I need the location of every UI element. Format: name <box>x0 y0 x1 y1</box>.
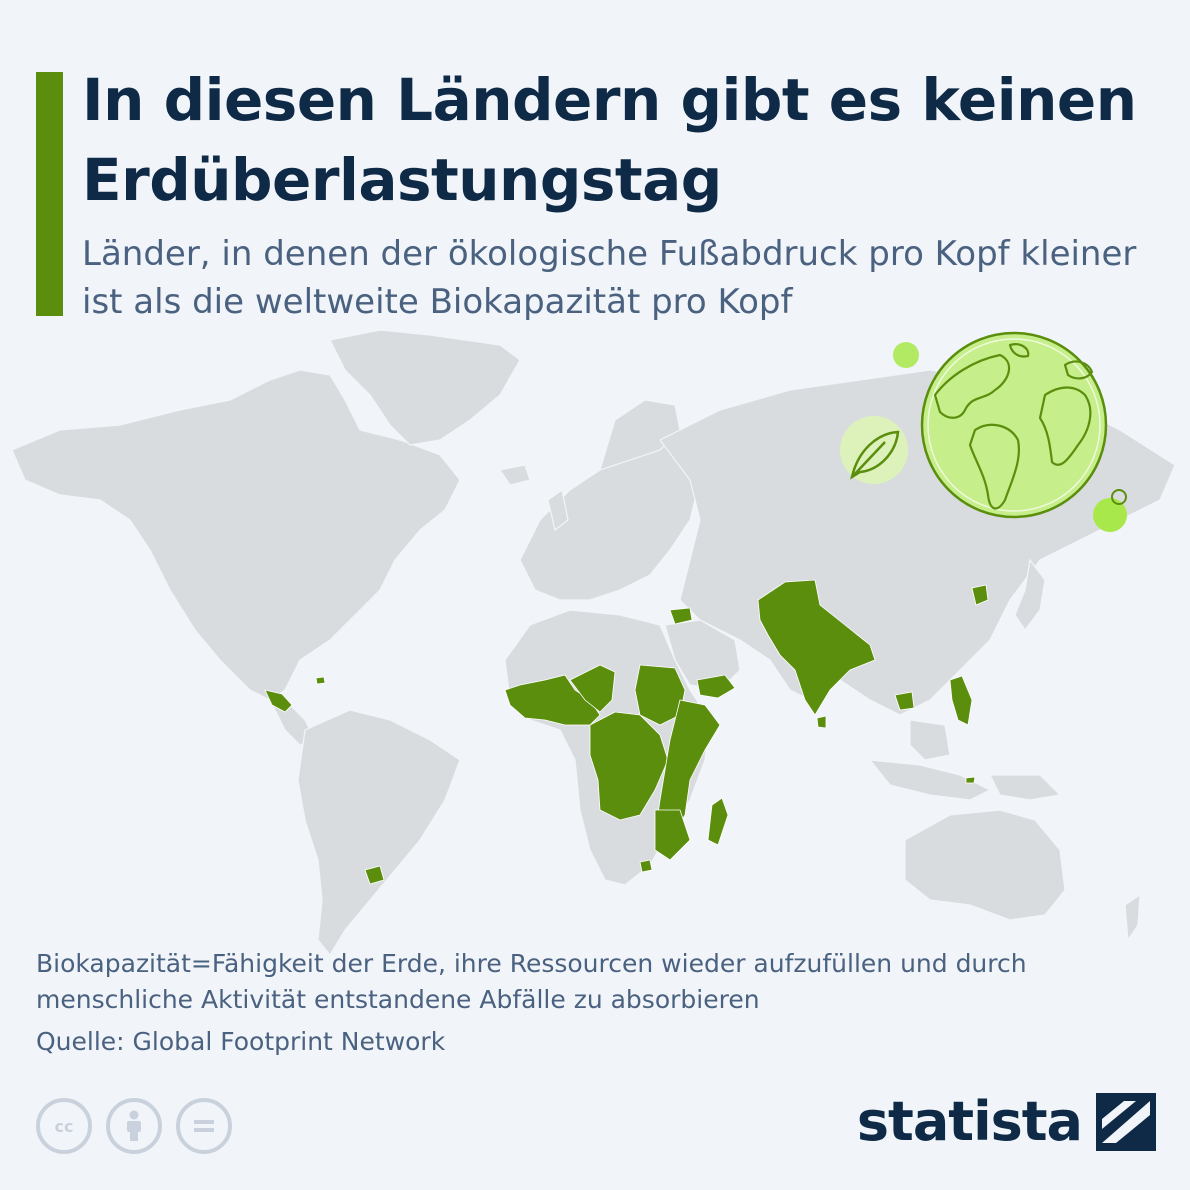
borneo-landmass <box>909 719 951 761</box>
region-lesotho <box>639 859 653 873</box>
logo-text: statista <box>856 1090 1083 1153</box>
equals-glyph <box>194 1120 214 1132</box>
tiny-ring <box>1111 489 1127 505</box>
globe-icon <box>920 331 1108 519</box>
medium-bubble <box>1093 498 1127 532</box>
new-guinea-landmass <box>989 774 1062 801</box>
leaf-bubble <box>840 416 908 484</box>
license-icons: cc <box>36 1098 232 1158</box>
region-mozambique <box>654 809 691 861</box>
region-cambodia <box>894 691 915 711</box>
new-zealand-landmass <box>1124 893 1141 942</box>
australia-landmass <box>904 809 1066 921</box>
iceland-landmass <box>499 464 531 486</box>
region-south-asia <box>757 579 876 716</box>
uk-landmass <box>547 488 569 532</box>
page-subtitle: Länder, in denen der ökologische Fußabdr… <box>82 234 1137 322</box>
footnote: Biokapazität=Fähigkeit der Erde, ihre Re… <box>36 949 1027 1014</box>
region-sudan <box>634 664 686 726</box>
greenland-landmass <box>329 329 521 446</box>
person-glyph <box>127 1110 141 1141</box>
region-syria <box>669 607 693 625</box>
region-philippines <box>949 675 973 726</box>
region-yemen <box>696 674 736 699</box>
cc-icon[interactable]: cc <box>36 1098 92 1154</box>
small-bubble <box>893 342 919 368</box>
region-madagascar <box>707 797 729 846</box>
attribution-icon[interactable] <box>106 1098 162 1154</box>
region-niger-chad <box>569 664 616 713</box>
region-uruguay <box>364 865 385 885</box>
accent-bar <box>36 72 63 316</box>
no-derivatives-icon[interactable] <box>176 1098 232 1154</box>
region-timor-leste <box>965 776 976 784</box>
statista-logo[interactable]: statista <box>857 1090 1156 1153</box>
svg-text:cc: cc <box>55 1117 74 1136</box>
page-title: In diesen Ländern gibt es keinen Erdüber… <box>82 66 1137 214</box>
region-west-africa <box>504 674 601 726</box>
region-central-america <box>264 689 293 713</box>
north-america-landmass <box>11 369 461 701</box>
world-map <box>11 329 1176 957</box>
region-north-korea <box>971 584 989 606</box>
leaf-icon <box>850 430 900 480</box>
japan-landmass <box>1014 558 1046 632</box>
indonesia-landmass <box>868 759 992 801</box>
region-haiti <box>315 676 326 685</box>
cc-glyph: cc <box>55 1117 74 1136</box>
statista-mark-icon <box>1096 1092 1156 1151</box>
scandinavia-landmass <box>599 399 681 471</box>
region-sri-lanka <box>816 715 827 729</box>
south-america-landmass <box>297 709 461 957</box>
highlighted-countries <box>264 579 989 885</box>
region-central-africa <box>589 711 669 821</box>
source-line: Quelle: Global Footprint Network <box>36 1027 446 1056</box>
